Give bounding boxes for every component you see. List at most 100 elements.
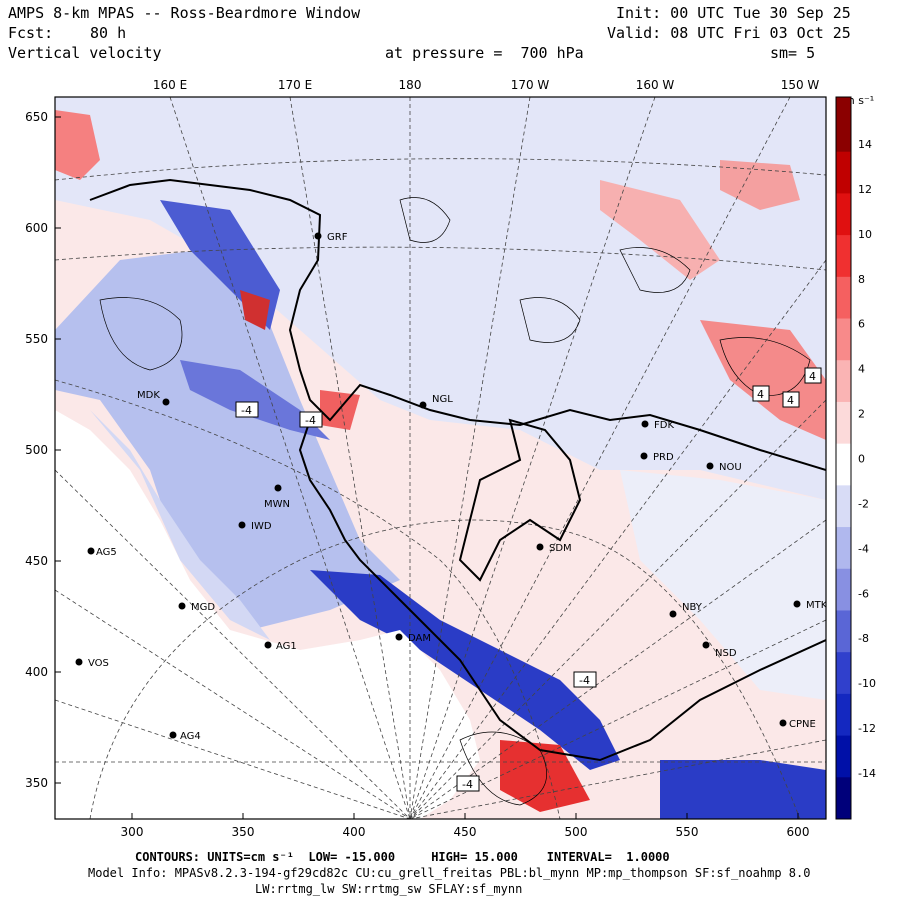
colorbar-swatch xyxy=(836,443,851,486)
svg-text:4: 4 xyxy=(809,370,816,383)
station-ag1: AG1 xyxy=(264,641,297,652)
svg-text:MGD: MGD xyxy=(191,602,215,613)
colorbar-swatch xyxy=(836,652,851,695)
station-nsd: NSD xyxy=(702,641,737,659)
colorbar-swatch xyxy=(836,568,851,611)
svg-text:4: 4 xyxy=(787,394,794,407)
lon-label-160w: 160 W xyxy=(636,78,675,92)
station-grf: GRF xyxy=(314,232,348,243)
svg-text:350: 350 xyxy=(25,776,48,790)
forecast-label: Fcst: xyxy=(8,24,54,42)
ascent-patch-south xyxy=(500,740,590,812)
colorbar-label: -4 xyxy=(858,542,869,555)
contour-box: 4 xyxy=(804,367,822,384)
station-ngl: NGL xyxy=(419,394,453,409)
svg-text:NGL: NGL xyxy=(432,394,453,405)
svg-text:-4: -4 xyxy=(305,414,316,427)
svg-text:500: 500 xyxy=(565,825,588,839)
svg-text:DAM: DAM xyxy=(408,633,431,644)
colorbar-label: 0 xyxy=(858,453,865,466)
colorbar-swatch xyxy=(836,693,851,737)
colorbar-label: -2 xyxy=(858,497,869,510)
contour-box: 4 xyxy=(782,391,800,408)
ascent-patch-northeast xyxy=(720,160,800,210)
lon-label-170e: 170 E xyxy=(278,78,312,92)
svg-text:FDK: FDK xyxy=(654,420,674,431)
lon-label-150w: 150 W xyxy=(781,78,820,92)
colorbar-label: 6 xyxy=(858,318,865,331)
map-title: AMPS 8-km MPAS -- Ross-Beardmore Window xyxy=(8,4,361,22)
svg-text:550: 550 xyxy=(676,825,699,839)
svg-text:450: 450 xyxy=(454,825,477,839)
colorbar-swatch xyxy=(836,527,851,570)
colorbar-swatch xyxy=(836,151,851,194)
station-nby: NBY xyxy=(669,602,703,618)
svg-text:400: 400 xyxy=(25,665,48,679)
map-frame xyxy=(54,96,827,820)
colorbar-swatch xyxy=(836,276,851,320)
colorbar-label: 14 xyxy=(858,138,872,151)
svg-text:MTK: MTK xyxy=(806,600,828,611)
colorbar-label: -6 xyxy=(858,587,869,600)
contour-box: -4 xyxy=(573,671,597,688)
field-name: Vertical velocity xyxy=(8,44,162,62)
station-ag5: AG5 xyxy=(87,547,117,558)
svg-text:300: 300 xyxy=(121,825,144,839)
station-layer: MDK NGL FDK PRD NOU MWN IWD AG5 SDM MGD … xyxy=(75,232,828,742)
colorbar-swatch xyxy=(836,235,851,278)
svg-text:MWN: MWN xyxy=(264,499,290,510)
x-axis: 300 350 400 450 500 550 600 xyxy=(121,813,809,839)
colorbar-swatch xyxy=(836,735,851,778)
svg-text:VOS: VOS xyxy=(88,658,109,669)
station-ag4: AG4 xyxy=(169,731,201,742)
svg-text:550: 550 xyxy=(25,332,48,346)
colorbar-label: 8 xyxy=(858,273,865,286)
colorbar-label: 12 xyxy=(858,183,872,196)
station-mdk: MDK xyxy=(137,390,170,406)
contour-box: -4 xyxy=(235,401,259,418)
colorbar-label: 10 xyxy=(858,228,872,241)
station-mwn: MWN xyxy=(264,484,290,510)
masked-terrain-region xyxy=(55,410,480,819)
model-info: Model Info: MPASv8.2.3-194-gf29cd82c CU:… xyxy=(88,866,811,880)
colorbar-swatch xyxy=(836,360,851,403)
ascent-patch-northwest xyxy=(55,110,100,180)
colorbar-swatch xyxy=(836,318,851,361)
contour-value-boxes: -4 -4 4 4 4 -4 -4 xyxy=(235,367,822,792)
lon-label-160e: 160 E xyxy=(153,78,187,92)
svg-text:MDK: MDK xyxy=(137,390,160,401)
svg-text:600: 600 xyxy=(25,221,48,235)
colorbar-swatch xyxy=(836,777,851,820)
ascent-patch-north xyxy=(600,180,720,280)
contours-info: CONTOURS: UNITS=cm s⁻¹ LOW= -15.000 HIGH… xyxy=(135,850,670,864)
svg-text:4: 4 xyxy=(757,388,764,401)
contour-box: -4 xyxy=(456,775,480,792)
station-nou: NOU xyxy=(706,462,742,473)
station-sdm: SDM xyxy=(536,543,572,554)
colorbar-swatch xyxy=(836,610,851,653)
svg-text:400: 400 xyxy=(343,825,366,839)
ascent-patch-coast xyxy=(240,290,270,330)
svg-text:NBY: NBY xyxy=(682,602,703,613)
contour-box: 4 xyxy=(752,385,770,402)
slope-field-east xyxy=(620,470,826,700)
colorbar-label: -8 xyxy=(858,632,869,645)
svg-text:-4: -4 xyxy=(241,404,252,417)
western-fringe xyxy=(55,390,270,640)
contour-box: -4 xyxy=(299,411,323,428)
station-cpne: CPNE xyxy=(779,719,816,730)
station-vos: VOS xyxy=(75,658,109,669)
svg-text:AG5: AG5 xyxy=(96,547,117,558)
colorbar-swatch xyxy=(836,193,851,236)
station-prd: PRD xyxy=(640,452,674,463)
colorbar-label: -12 xyxy=(858,722,876,735)
colorbar-swatch xyxy=(836,97,851,110)
svg-text:CPNE: CPNE xyxy=(789,719,816,730)
colorbar-label: -14 xyxy=(858,767,876,780)
svg-text:-4: -4 xyxy=(579,674,590,687)
station-fdk: FDK xyxy=(641,420,674,431)
colorbar-label: -10 xyxy=(858,677,876,690)
svg-text:PRD: PRD xyxy=(653,452,674,463)
svg-text:650: 650 xyxy=(25,110,48,124)
